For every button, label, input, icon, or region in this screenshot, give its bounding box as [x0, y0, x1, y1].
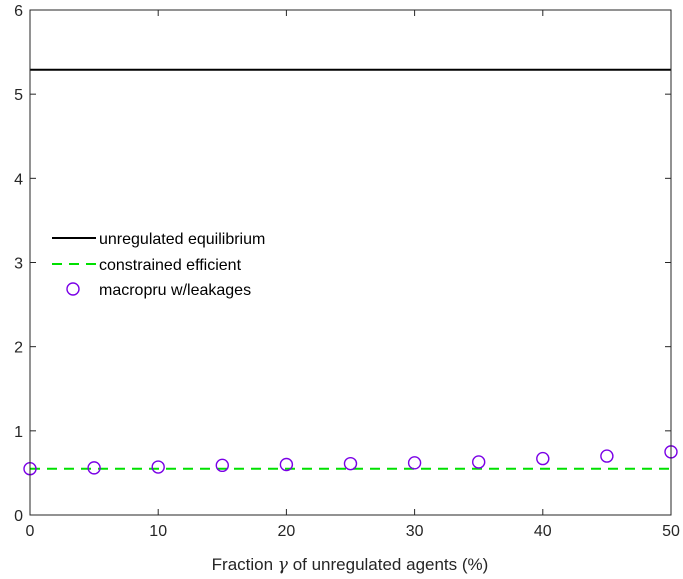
data-point-macropru-w-leakages-9 — [600, 449, 614, 463]
data-point-macropru-w-leakages-1 — [87, 461, 101, 475]
x-axis-label-prefix: Fraction — [212, 555, 278, 574]
x-axis-label: Fraction γ of unregulated agents (%) — [212, 555, 489, 575]
x-tick-label-20: 20 — [278, 523, 296, 540]
data-point-macropru-w-leakages-4 — [279, 457, 294, 472]
y-tick-label-0: 0 — [14, 508, 23, 525]
x-tick-label-10: 10 — [149, 523, 167, 540]
y-tick-label-3: 3 — [14, 256, 23, 273]
x-axis-label-gamma: γ — [278, 555, 289, 575]
x-axis-label-suffix: of unregulated agents (%) — [288, 555, 488, 574]
series-layer — [23, 68, 678, 476]
data-point-macropru-w-leakages-6 — [407, 456, 422, 470]
legend-label-macropru: macropru w/leakages — [99, 282, 251, 299]
legend-label-constrained-efficient: constrained efficient — [99, 257, 242, 274]
legend: unregulated equilibrium constrained effi… — [52, 231, 265, 299]
x-tick-label-40: 40 — [534, 523, 552, 540]
y-tick-label-5: 5 — [14, 87, 23, 104]
data-point-macropru-w-leakages-7 — [472, 455, 486, 469]
data-point-macropru-w-leakages-8 — [536, 451, 550, 466]
x-tick-label-0: 0 — [26, 523, 35, 540]
y-tick-label-2: 2 — [14, 340, 23, 357]
data-point-macropru-w-leakages-2 — [151, 460, 165, 474]
axes-layer: 0 10 20 30 40 50 0 1 2 3 4 5 6 — [14, 3, 680, 540]
y-tick-label-1: 1 — [14, 424, 23, 441]
data-point-macropru-w-leakages-5 — [343, 456, 358, 471]
data-point-macropru-w-leakages-3 — [215, 458, 230, 473]
x-tick-label-30: 30 — [406, 523, 424, 540]
y-tick-label-4: 4 — [14, 171, 23, 188]
plot-area — [30, 10, 671, 515]
y-tick-label-6: 6 — [14, 3, 23, 20]
legend-swatch-macropru — [66, 282, 80, 296]
legend-label-unregulated-equilibrium: unregulated equilibrium — [99, 231, 265, 248]
x-tick-label-50: 50 — [662, 523, 680, 540]
